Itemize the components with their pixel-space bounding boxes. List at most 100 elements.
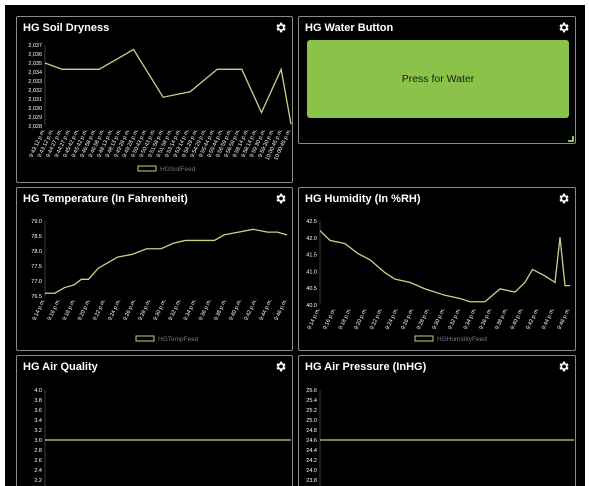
x-tick-label: 9:44 p.m. — [541, 307, 556, 331]
card-water-button: HG Water Button Press for Water — [298, 16, 576, 144]
series-line — [45, 228, 288, 294]
humidity-chart: 42.5 42.0 41.5 41.0 40.5 40.09:14 p.m. 9:16 p.… — [306, 219, 572, 343]
y-tick-label: 2,035 — [28, 61, 42, 67]
card-title: HG Soil Dryness — [23, 22, 110, 34]
y-tick-label: 25.4 — [306, 398, 317, 404]
y-tick-label: 2.4 — [34, 468, 42, 474]
x-tick-label: 9:26 p.m. — [400, 307, 415, 331]
resize-handle[interactable] — [568, 136, 574, 142]
gear-icon[interactable] — [274, 21, 287, 34]
y-tick-label: 41.5 — [306, 253, 317, 259]
air-pressure-chart: 25.6 25.4 25.2 25.0 24.8 24.6 24.4 24.2 24.0 23.8… — [306, 388, 574, 486]
x-tick-label: 9:20 p.m. — [354, 307, 369, 331]
y-tick-label: 2,032 — [28, 88, 42, 94]
x-tick-label: 9:20 p.m. — [77, 298, 92, 322]
y-tick-label: 25.6 — [306, 388, 317, 394]
x-tick-label: 9:46 p.m. — [274, 298, 289, 322]
x-tick-label: 9:26 p.m. — [122, 298, 137, 322]
x-tick-label: 9:40 p.m. — [510, 307, 525, 331]
x-tick-label: 9:16 p.m. — [322, 307, 337, 331]
y-tick-label: 77.5 — [31, 264, 42, 270]
y-tick-label: 41.0 — [306, 269, 317, 275]
y-tick-label: 2.6 — [34, 458, 42, 464]
x-tick-label: 9:22 p.m. — [92, 298, 107, 322]
card-title: HG Air Quality — [23, 361, 98, 373]
series-line — [44, 48, 292, 125]
x-tick-label: 9:38 p.m. — [494, 307, 509, 331]
y-tick-label: 24.2 — [306, 458, 317, 464]
y-tick-label: 24.6 — [306, 438, 317, 444]
y-tick-label: 3.4 — [34, 418, 42, 424]
x-tick-label: 9:36 p.m. — [198, 298, 213, 322]
card-title: HG Air Pressure (InHG) — [305, 361, 427, 373]
x-tick-label: 9:40 p.m. — [228, 298, 243, 322]
gear-icon[interactable] — [274, 192, 287, 205]
y-tick-label: 2.2 — [34, 478, 42, 484]
gear-icon[interactable] — [557, 360, 570, 373]
x-tick-label: 9:34 p.m. — [463, 307, 478, 331]
y-tick-label: 78.5 — [31, 234, 42, 240]
x-tick-label: 9:28 p.m. — [138, 298, 153, 322]
y-tick-label: 76.5 — [31, 294, 42, 300]
x-tick-label: 9:38 p.m. — [213, 298, 228, 322]
y-tick-label: 25.2 — [306, 408, 317, 414]
card-temperature: 79.0 78.5 78.0 77.5 77.0 76.5 9:14 p.m. 9:16 p.… — [16, 187, 293, 351]
x-tick-label: 9:30 p.m. — [153, 298, 168, 322]
y-tick-label: 2,028 — [28, 124, 42, 130]
y-tick-label: 40.0 — [306, 303, 317, 309]
y-tick-label: 2,037 — [28, 43, 42, 49]
legend-swatch — [135, 335, 155, 342]
card-title: HG Water Button — [305, 22, 394, 34]
card-title: HG Humidity (In %RH) — [305, 193, 421, 205]
legend-label: HGSoilFeed — [160, 166, 196, 173]
x-tick-label: 9:22 p.m. — [369, 307, 384, 331]
x-tick-label: 9:32 p.m. — [447, 307, 462, 331]
y-tick-label: 3.2 — [34, 428, 42, 434]
y-tick-label: 2,029 — [28, 115, 42, 121]
y-tick-label: 77.0 — [31, 279, 42, 285]
y-tick-label: 23.8 — [306, 478, 317, 484]
x-tick-label: 9:14 p.m. — [307, 307, 322, 331]
legend-label: HGTempFeed — [158, 336, 199, 343]
card-soil-dryness: 2,037 2,036 2,035 2,034 2,033 2,032 2,031 2,030… — [16, 16, 293, 183]
y-tick-label: 24.8 — [306, 428, 317, 434]
y-tick-label: 4.0 — [34, 388, 42, 394]
x-tick-label: 9:30 p.m. — [432, 307, 447, 331]
x-tick-label: 9:32 p.m. — [168, 298, 183, 322]
y-tick-label: 2,036 — [28, 52, 42, 58]
soil-dryness-chart: 2,037 2,036 2,035 2,034 2,033 2,032 2,031 2,030… — [28, 43, 293, 173]
gear-icon[interactable] — [557, 21, 570, 34]
gear-icon[interactable] — [557, 192, 570, 205]
y-tick-label: 25.0 — [306, 418, 317, 424]
y-tick-label: 24.4 — [306, 448, 317, 454]
x-tick-label: 9:42 p.m. — [525, 307, 540, 331]
y-tick-label: 3.6 — [34, 408, 42, 414]
gear-icon[interactable] — [274, 360, 287, 373]
y-tick-label: 40.5 — [306, 286, 317, 292]
card-title: HG Temperature (In Fahrenheit) — [23, 193, 188, 205]
x-tick-label: 9:42 p.m. — [243, 298, 258, 322]
x-tick-label: 9:28 p.m. — [416, 307, 431, 331]
x-tick-label: 9:36 p.m. — [479, 307, 494, 331]
y-tick-label: 2,034 — [28, 70, 42, 76]
x-tick-label: 9:46 p.m. — [557, 307, 572, 331]
card-air-pressure: 25.6 25.4 25.2 25.0 24.8 24.6 24.4 24.2 24.0 23.8… — [298, 355, 576, 486]
y-tick-label: 2,033 — [28, 79, 42, 85]
x-tick-label: 9:24 p.m. — [107, 298, 122, 322]
x-tick-label: 9:14 p.m. — [32, 298, 47, 322]
y-tick-label: 3.8 — [34, 398, 42, 404]
x-tick-label: 9:34 p.m. — [183, 298, 198, 322]
x-tick-label: 9:18 p.m. — [62, 298, 77, 322]
y-tick-label: 42.5 — [306, 219, 317, 225]
dashboard: 2,037 2,036 2,035 2,034 2,033 2,032 2,031 2,030… — [5, 5, 585, 486]
legend-swatch — [414, 335, 434, 342]
x-tick-label: 9:24 p.m. — [385, 307, 400, 331]
y-tick-label: 78.0 — [31, 249, 42, 255]
legend-swatch — [137, 165, 157, 172]
x-tick-label: 9:18 p.m. — [338, 307, 353, 331]
y-tick-label: 79.0 — [31, 219, 42, 225]
y-tick-label: 2.8 — [34, 448, 42, 454]
press-for-water-button[interactable]: Press for Water — [307, 40, 569, 118]
y-tick-label: 24.0 — [306, 468, 317, 474]
y-tick-label: 2,031 — [28, 97, 42, 103]
